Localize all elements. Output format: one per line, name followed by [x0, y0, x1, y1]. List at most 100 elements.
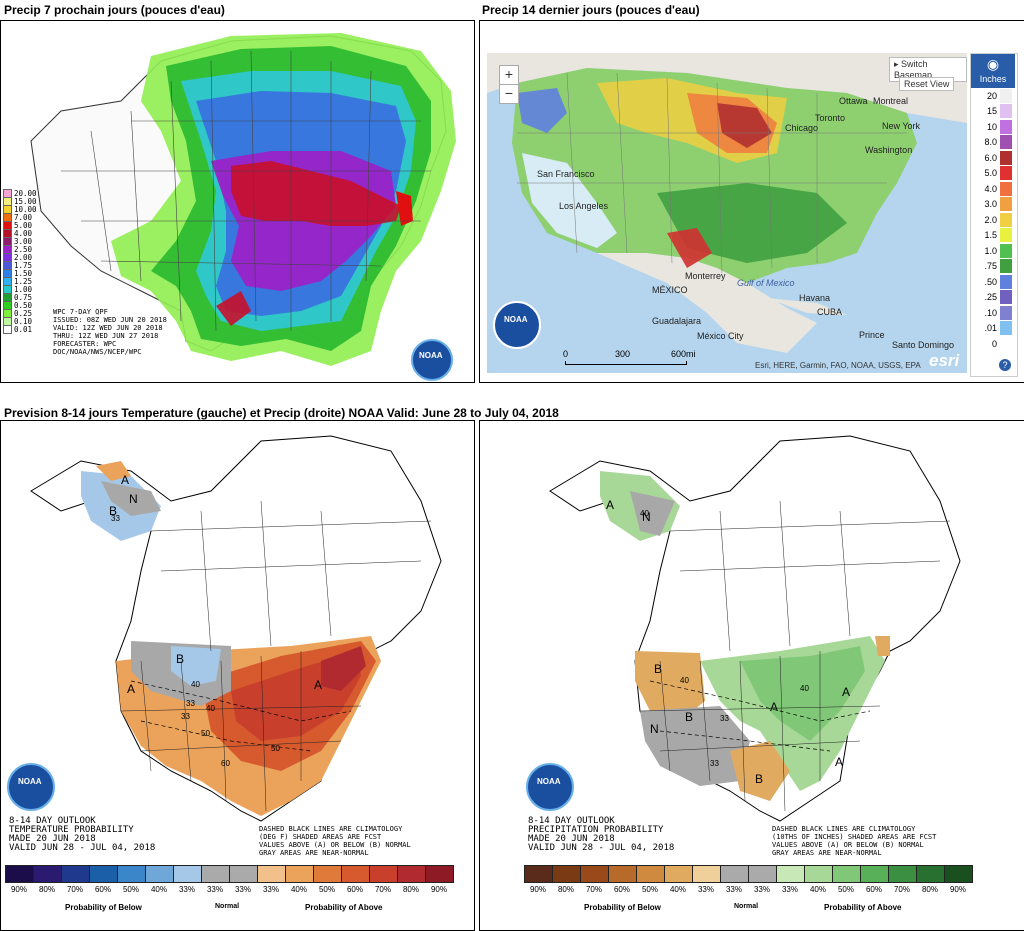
legend-swatch	[3, 324, 12, 334]
legend-swatch	[1000, 290, 1012, 305]
legend-swatch	[369, 865, 398, 883]
legend-label: 0.50	[14, 300, 33, 310]
map-letter: A	[770, 700, 778, 714]
place-label: Havana	[799, 293, 831, 303]
legend-label: 90%	[529, 885, 546, 894]
noaa-logo: NOAA	[526, 763, 574, 811]
map-number: 40	[680, 676, 689, 685]
legend-label: 10.00	[14, 204, 37, 214]
legend-swatch	[1000, 119, 1012, 134]
temp-outlook-panel: A N B B A A 40 33 50 60 50 40 33 33 NOAA…	[0, 420, 475, 931]
legend-swatch	[720, 865, 749, 883]
map-number: 33	[186, 699, 195, 708]
map-number: 40	[800, 684, 809, 693]
state-boundaries	[61, 50, 431, 332]
precip-state-lines	[639, 500, 951, 812]
scale-label: 600mi	[671, 349, 696, 359]
zoom-in-button[interactable]: +	[499, 65, 519, 85]
legend-swatch	[1000, 259, 1012, 274]
info-line: VALID: 12Z WED JUN 20 2018	[53, 324, 163, 332]
precip-note: DASHED BLACK LINES ARE CLIMATOLOGY (10THS…	[772, 825, 936, 857]
legend-label: 40%	[809, 885, 826, 894]
legend-label: 33%	[262, 885, 279, 894]
legend-entry: .50	[971, 274, 1017, 290]
legend-entry: 5.0	[971, 166, 1017, 182]
legend-swatch	[776, 865, 805, 883]
legend-swatch	[608, 865, 637, 883]
alaska-gray	[101, 481, 161, 516]
place-label: Gulf of Mexico	[737, 278, 795, 288]
precip-info: 8-14 DAY OUTLOOK PRECIPITATION PROBABILIT…	[528, 817, 674, 853]
precip-map-labels: A N B B N B A A A 40 40 33 33 40	[606, 498, 850, 786]
legend-labels: 90% 80% 70% 60% 50% 40% 33% 33% 33% 33% 40% 50% 60% 7…	[5, 885, 453, 894]
legend-swatch	[1000, 305, 1012, 320]
legend-label: 1.50	[14, 268, 33, 278]
temp-state-lines	[120, 500, 432, 812]
note-line: (10THS OF INCHES) SHADED AREAS ARE FCST	[772, 833, 937, 841]
precip-legend: 90% 80% 70% 60% 50% 40% 33% 33% 33% 33% 40% 50% 60% 7…	[520, 861, 1024, 930]
legend-swatch	[860, 865, 889, 883]
legend-swatch	[1000, 88, 1012, 103]
legend-label: 2.00	[14, 252, 33, 262]
legend-label: 50%	[641, 885, 658, 894]
legend-swatch	[748, 865, 777, 883]
legend-label: 70%	[66, 885, 83, 894]
alaska-gray	[630, 491, 675, 536]
legend-label: 60%	[613, 885, 630, 894]
legend-label: 60%	[346, 885, 363, 894]
map-letter: A	[606, 498, 614, 512]
info-line: DOC/NOAA/NWS/NCEP/WPC	[53, 348, 142, 356]
legend-label: 40%	[669, 885, 686, 894]
legend-label: 1.75	[14, 260, 33, 270]
note-line: DASHED BLACK LINES ARE CLIMATOLOGY	[772, 825, 916, 833]
map-number: 40	[206, 704, 215, 713]
info-line: ISSUED: 08Z WED JUN 20 2018	[53, 316, 167, 324]
help-icon[interactable]: ?	[999, 359, 1011, 371]
legend-entry: 10	[971, 119, 1017, 135]
temp-info: 8-14 DAY OUTLOOK TEMPERATURE PROBABILITY M…	[9, 817, 155, 853]
temp-legend: 90% 80% 70% 60% 50% 40% 33% 33% 33% 33% 40% 50% 60% 7…	[1, 861, 474, 930]
legend-label: 20	[986, 90, 997, 101]
legend-label: 1.25	[14, 276, 33, 286]
legend-entry: 15	[971, 104, 1017, 120]
legend-label: .50	[984, 276, 997, 287]
note-line: VALUES ABOVE (A) OR BELOW (B) NORMAL	[259, 841, 411, 849]
legend-label: 1.0	[984, 245, 997, 256]
legend-swatch	[1000, 212, 1012, 227]
precip-red-core	[717, 103, 772, 148]
legend-label: 33%	[234, 885, 251, 894]
canada-land	[487, 53, 967, 123]
us-gray-southwest	[640, 706, 750, 786]
legend-label: 50%	[837, 885, 854, 894]
wpc-qpf-panel: 20.00 15.00 10.00 7.00 5.00 4.00 3.00 2.50 2.00 1…	[0, 20, 475, 383]
title-8-14-day-outlook: Prevision 8-14 jours Temperature (gauche…	[4, 406, 559, 420]
legend-label: 80%	[402, 885, 419, 894]
legend-label: 3.0	[984, 199, 997, 210]
legend-swatch	[229, 865, 258, 883]
legend-entry: .25	[971, 290, 1017, 306]
legend-label: 33%	[206, 885, 223, 894]
map-letter: A	[127, 682, 135, 696]
alaska-above	[96, 461, 131, 481]
legend-entry: 8.0	[971, 135, 1017, 151]
esri-state-lines	[517, 72, 907, 274]
legend-swatch	[1000, 150, 1012, 165]
legend-bar	[5, 865, 454, 883]
us-above-green-core	[740, 646, 865, 741]
place-label: Monterrey	[685, 271, 726, 281]
reset-view-button[interactable]: Reset View	[899, 77, 955, 91]
legend-label: 90%	[10, 885, 27, 894]
wpc-info: WPC 7-DAY QPF ISSUED: 08Z WED JUN 20 2018…	[53, 308, 167, 356]
info-line: 8-14 DAY OUTLOOK	[528, 816, 615, 826]
zoom-out-button[interactable]: −	[499, 84, 519, 104]
map-number: 50	[271, 744, 280, 753]
legend-bar	[524, 865, 973, 883]
qpf-red-florida	[396, 191, 413, 226]
place-label: New York	[882, 121, 921, 131]
legend-label: 33%	[178, 885, 195, 894]
info-line: VALID JUN 28 - JUL 04, 2018	[9, 843, 156, 853]
esri-map-view[interactable]: San Francisco Los Angeles Ottawa Montrea…	[487, 53, 967, 373]
prob-below-label: Probability of Below	[65, 903, 142, 912]
legend-swatch	[552, 865, 581, 883]
info-line: THRU: 12Z WED JUN 27 2018	[53, 332, 159, 340]
